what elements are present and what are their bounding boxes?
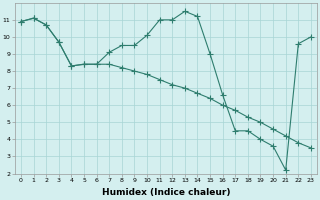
X-axis label: Humidex (Indice chaleur): Humidex (Indice chaleur) bbox=[102, 188, 230, 197]
